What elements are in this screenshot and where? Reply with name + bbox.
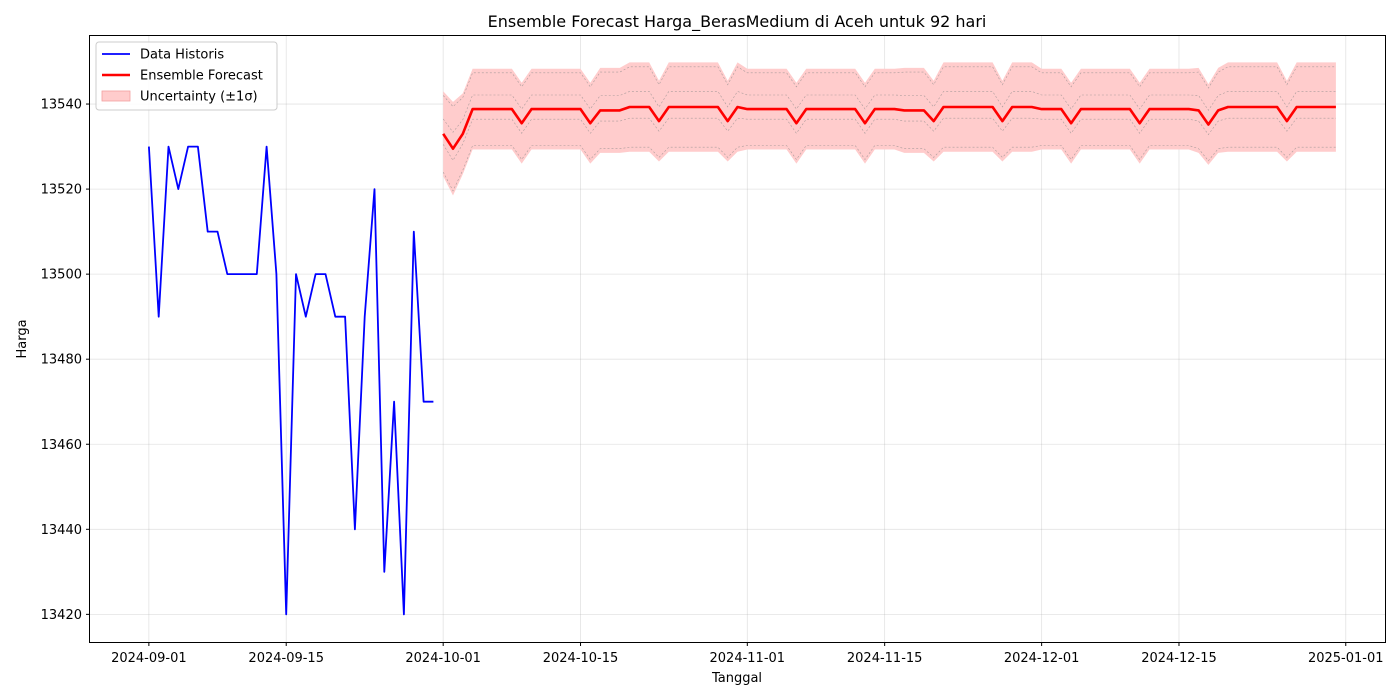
x-tick-label: 2024-09-01	[111, 651, 187, 666]
x-tick-label: 2024-09-15	[248, 651, 324, 666]
y-tick-label: 13480	[41, 353, 82, 368]
y-axis-label: Harga	[15, 319, 30, 358]
legend-swatch-band	[101, 90, 131, 102]
x-tick-label: 2024-10-15	[543, 651, 619, 666]
x-tick-label: 2024-11-15	[847, 651, 923, 666]
x-tick-label: 2024-12-01	[1004, 651, 1080, 666]
y-tick-label: 13520	[41, 183, 82, 198]
legend-box	[95, 41, 278, 111]
uncertainty-band-fill	[443, 62, 1336, 196]
x-tick-label: 2024-10-01	[405, 651, 481, 666]
forecast-series-line	[442, 105, 1336, 150]
historical-series-line	[148, 145, 434, 616]
y-tick-label: 13460	[41, 438, 82, 453]
plot-frame	[89, 35, 1386, 643]
uncertainty-band	[443, 62, 1336, 196]
y-tick-label: 13540	[41, 98, 82, 113]
x-axis-label: Tanggal	[711, 671, 762, 686]
x-tick-label: 2025-01-01	[1308, 651, 1384, 666]
legend-label: Ensemble Forecast	[140, 69, 263, 84]
ensemble-member-line	[442, 117, 1336, 161]
x-tick-label: 2024-12-15	[1141, 651, 1217, 666]
legend-label: Data Historis	[140, 48, 224, 63]
ensemble-member-line	[442, 91, 1336, 133]
y-tick-label: 13420	[41, 608, 82, 623]
y-tick-label: 13440	[41, 523, 82, 538]
legend: Data Historis Ensemble Forecast Uncertaint…	[95, 41, 278, 111]
x-tick-label: 2024-11-01	[710, 651, 786, 666]
y-axis-ticks: 13420 13440 13460 13480 13500 13520 13540	[41, 98, 90, 623]
chart-title: Ensemble Forecast Harga_BerasMedium di A…	[488, 12, 987, 32]
series-lines	[148, 105, 1336, 616]
ensemble-member-lines	[442, 66, 1336, 192]
x-axis-ticks: 2024-09-01 2024-09-15 2024-10-01 2024-10-15…	[111, 642, 1384, 666]
ensemble-member-line	[442, 145, 1336, 192]
ensemble-member-line	[442, 66, 1336, 108]
legend-label: Uncertainty (±1σ)	[140, 90, 258, 105]
y-tick-label: 13500	[41, 268, 82, 283]
